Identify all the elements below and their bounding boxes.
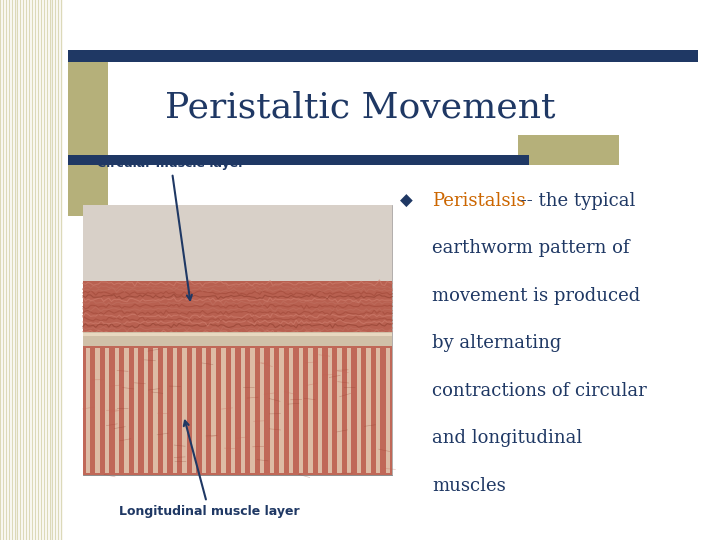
Bar [240,348,245,472]
Bar [269,348,274,472]
Bar [68,50,698,62]
Bar [153,348,158,472]
Bar [366,348,371,472]
Bar [221,348,225,472]
Text: muscles: muscles [432,477,505,495]
Bar [328,348,332,472]
Text: Peristalsis: Peristalsis [432,192,526,210]
Bar [86,348,90,472]
Text: by alternating: by alternating [432,334,562,352]
Text: ◆: ◆ [400,192,413,210]
Bar [83,333,392,336]
Text: contractions of circular: contractions of circular [432,382,647,400]
Bar [182,348,186,472]
Bar [95,348,100,472]
Bar [337,348,341,472]
Bar [202,348,206,472]
Text: earthworm pattern of: earthworm pattern of [432,239,629,257]
Bar [192,348,197,472]
Bar [386,348,390,472]
Bar [163,348,168,472]
Text: Longitudinal muscle layer: Longitudinal muscle layer [119,421,300,518]
Bar [125,348,129,472]
Text: -- the typical: -- the typical [515,192,635,210]
Text: Circular muscle layer: Circular muscle layer [97,157,245,300]
Bar [212,348,216,472]
Bar [308,348,312,472]
Bar [83,346,392,475]
Text: Peristaltic Movement: Peristaltic Movement [165,91,555,125]
Bar [68,54,108,216]
Text: and longitudinal: and longitudinal [432,429,582,447]
Bar [105,348,109,472]
Bar [114,348,119,472]
Bar [83,281,392,335]
Bar [518,135,619,165]
Bar [173,348,177,472]
Bar [318,348,323,472]
Bar [83,205,392,281]
Bar [134,348,138,472]
Bar [83,332,392,346]
Bar [260,348,264,472]
Bar [356,348,361,472]
Bar [299,348,303,472]
Bar [144,348,148,472]
Text: movement is produced: movement is produced [432,287,640,305]
Bar [347,348,351,472]
Bar [231,348,235,472]
Bar [279,348,284,472]
Bar [376,348,380,472]
Bar [83,205,392,475]
Bar [250,348,255,472]
Bar [289,348,293,472]
Bar [68,155,529,165]
